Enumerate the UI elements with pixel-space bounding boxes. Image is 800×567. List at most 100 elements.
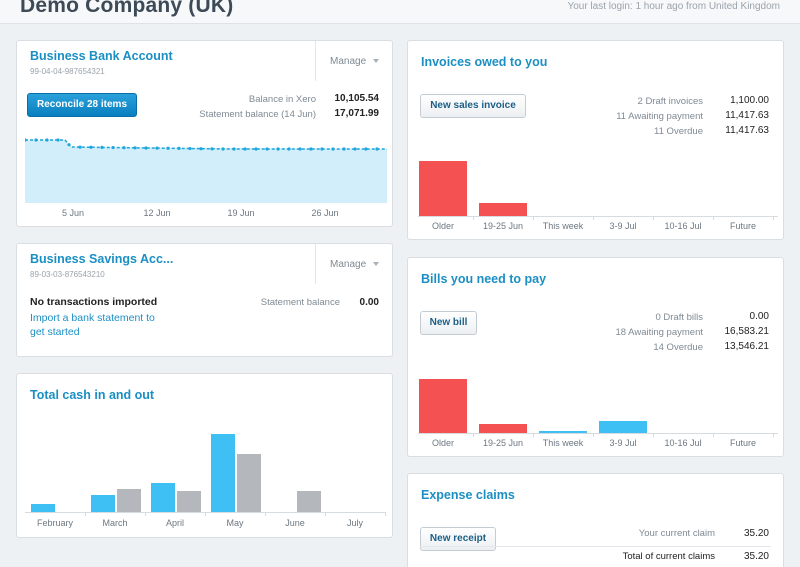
x-axis-label: Future [729,221,756,231]
axis-tick [713,216,714,220]
new-bill-button[interactable]: New bill [420,311,477,335]
overdue-invoices-value: 11,417.63 [725,125,769,136]
manage-dropdown[interactable]: Manage [315,41,392,81]
balance-point [309,147,313,151]
cash-out-bar-may[interactable] [237,453,261,512]
cash-out-bar-march[interactable] [117,489,141,512]
balance-point [353,147,357,151]
manage-label: Manage [330,56,367,67]
bills-chart: Older 19-25 Jun This week 3-9 Jul 10-16 Jul F… [418,363,778,453]
balance-point [25,138,27,142]
axis-tick [85,512,86,516]
total-claims-label: Total of current claims [622,551,715,562]
x-axis-label: 10-16 Jul [664,438,702,448]
invoices-title[interactable]: Invoices owed to you [421,55,548,69]
x-axis-label: March [102,518,128,528]
claims-divider [420,546,771,547]
expense-claims-panel: Expense claims New receipt Your current … [407,473,784,567]
bar-19-25-jun[interactable] [479,203,527,216]
cash-out-bar-april[interactable] [177,490,201,512]
bank-date-label: 12 Jun [143,208,171,218]
cash-in-bar-march[interactable] [91,494,115,512]
balance-point [144,146,148,150]
axis-tick [145,512,146,516]
manage-label: Manage [330,259,367,270]
balance-point [320,147,324,151]
overdue-bills-value: 13,546.21 [724,341,770,352]
cash-in-bar-april[interactable] [151,483,175,512]
balance-xero-value: 10,105.54 [334,93,380,104]
savings-account-number: 89-03-03-876543210 [30,270,105,279]
manage-dropdown[interactable]: Manage [315,244,392,284]
bank-account-title[interactable]: Business Bank Account [30,49,173,63]
draft-invoices-value: 1,100.00 [730,95,769,106]
balance-point [155,146,159,150]
axis-tick [713,433,714,437]
balance-point [254,147,258,151]
expense-claims-title[interactable]: Expense claims [421,488,515,502]
statement-balance-value: 17,071.99 [334,108,380,119]
balance-point [210,147,214,151]
cash-in-bar-february[interactable] [31,504,55,512]
balance-point [67,143,71,147]
axis-tick [325,512,326,516]
axis-tick [265,512,266,516]
x-axis-label: April [165,518,184,528]
x-axis-label: May [226,518,244,528]
balance-point [177,146,181,151]
balance-point [100,145,104,150]
bank-date-label: 5 Jun [61,208,85,218]
balance-point [364,147,368,151]
balance-point [331,147,335,151]
cash-out-bar-june[interactable] [297,490,321,512]
bills-title[interactable]: Bills you need to pay [421,272,547,286]
x-axis-label: Future [729,438,756,448]
bills-panel: Bills you need to pay New bill 0 Draft b… [407,257,784,457]
no-transactions-text: No transactions imported [30,296,158,308]
cash-title[interactable]: Total cash in and out [30,388,155,402]
awaiting-bills-label: 18 Awaiting payment [615,327,704,338]
x-axis-label: 10-16 Jul [664,221,702,231]
reconcile-button[interactable]: Reconcile 28 items [27,93,137,117]
balance-area-chart [25,138,387,203]
axis-tick [593,433,594,437]
balance-point [188,146,192,151]
axis-tick [205,512,206,516]
bar-3-9-jul[interactable] [599,421,647,433]
bar-older[interactable] [419,378,467,433]
new-receipt-button[interactable]: New receipt [420,527,496,551]
axis-tick [533,216,534,220]
x-axis-label: This week [542,438,584,448]
import-statement-link[interactable]: Import a bank statement to get started [30,312,155,338]
last-login-text: Your last login: 1 hour ago from United … [567,1,780,12]
bar-19-25-jun[interactable] [479,423,527,433]
savings-account-title[interactable]: Business Savings Acc... [30,252,174,266]
balance-point [243,147,247,151]
balance-point [122,146,126,150]
bar-older[interactable] [419,161,467,216]
x-axis-label: February [36,518,73,528]
x-axis-label: 19-25 Jun [482,438,524,448]
statement-balance-label: Statement balance (14 Jun) [199,109,316,120]
awaiting-invoices-value: 11,417.63 [725,110,769,121]
cash-in-bar-may[interactable] [211,433,235,512]
balance-xero-label: Balance in Xero [248,94,316,105]
balance-area [25,140,387,203]
balance-point [298,147,302,151]
company-name[interactable]: Demo Company (UK) [20,0,234,17]
chevron-down-icon [373,59,380,63]
chart-baseline [418,433,778,434]
new-sales-invoice-button[interactable]: New sales invoice [420,94,526,118]
balance-point [56,138,60,142]
awaiting-invoices-label: 11 Awaiting payment [616,111,703,122]
balance-point [199,147,203,151]
x-axis-label: 3-9 Jul [609,438,637,448]
savings-statement-value: 0.00 [359,297,379,308]
total-claims-value: 35.20 [743,551,769,562]
balance-point [342,147,346,151]
awaiting-bills-value: 16,583.21 [724,326,770,337]
x-axis-label: This week [542,221,584,231]
savings-account-panel: Business Savings Acc... 89-03-03-8765432… [16,243,393,357]
overdue-bills-label: 14 Overdue [653,342,703,353]
bar-this-week[interactable] [539,430,587,433]
